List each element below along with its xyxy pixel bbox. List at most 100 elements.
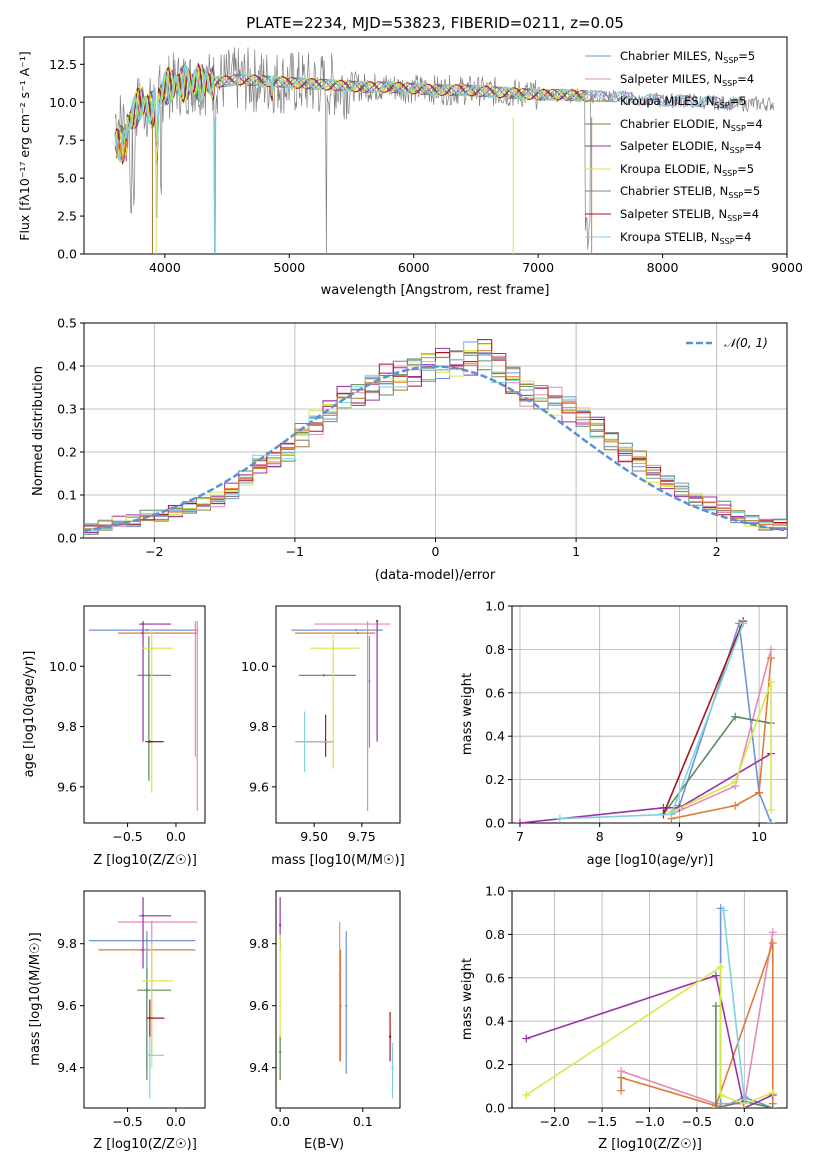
mass-vs-Z-plot-area [88,897,198,1099]
histogram-step-chabrier_stelib [84,351,787,538]
mass-vs-Z-point-kroupa_stelib [148,1054,152,1057]
residuals-xtick-label: 2 [713,544,721,559]
mass-vs-Z-ytick-label: 9.6 [57,998,77,1013]
weight-vs-age-series-salpeter_stelib [662,620,744,815]
spectrum-model-line-orange [115,139,129,161]
age-vs-mass-point-kroupa_elodie [332,646,335,650]
weight-vs-Z-xtick-label: −2.0 [539,1114,569,1129]
spectrum-ytick-label: 2.5 [57,209,77,224]
mass-vs-ebv-point-chabrier_elodie [278,1051,282,1054]
legend-label-salpeter-stelib: Salpeter STELIB, NSSP=4 [620,207,759,223]
legend-label-salpeter-miles: Salpeter MILES, NSSP=4 [620,72,754,88]
age-vs-mass-ytick-label: 9.8 [249,719,269,734]
age-vs-Z-point-kroupa_elodie [150,646,153,650]
mass-vs-ebv-xtick-label: 0.0 [270,1114,290,1129]
spectrum-xtick-label: 7000 [522,260,554,275]
weight-vs-age-ytick-label: 0.8 [485,642,505,657]
weight-vs-Z-ytick-label: 0.2 [485,1057,505,1072]
mass-z-xlabel: Z [log10(Z/Z☉)] [93,1137,197,1152]
weight-vs-Z-xtick-label: 0.0 [734,1114,754,1129]
spectrum-model-line-salpeter_stelib [114,62,588,166]
mass-vs-Z-point-chabrier_miles [145,939,149,942]
age-vs-Z-xtick-label: −0.5 [112,829,142,844]
mass-vs-ebv-point-chabrier_miles [345,1004,348,1007]
age-vs-Z-frame [83,605,206,824]
residuals-xlabel: (data-model)/error [375,568,496,583]
weight-vs-Z-ytick-label: 0.4 [485,1014,505,1029]
age-vs-mass-point-kroupa_stelib [303,740,306,743]
mass-vs-ebv-plot-area [278,897,394,1099]
mass-vs-Z-point-salpeter_elodie [141,914,145,917]
mass-vs-ebv-point-salpeter_elodie [278,923,282,927]
age-vs-Z-point-chabrier_miles [145,628,149,632]
weight-vs-age-ytick-label: 0.6 [485,685,505,700]
weight-vs-age-frame [511,605,788,824]
mass-vs-ebv-frame [275,890,401,1109]
spectrum-xtick-label: 6000 [398,260,430,275]
mass-vs-Z-point-salpeter_miles [150,920,153,924]
spectrum-xlabel: wavelength [Angstrom, rest frame] [321,283,550,298]
legend-label-kroupa-elodie: Kroupa ELODIE, NSSP=5 [620,162,754,178]
spectrum-ylabel: Flux [fλ10⁻¹⁷ erg cm⁻² s⁻¹ A⁻¹] [17,51,32,240]
age-vs-mass-point-chabrier_miles [368,680,371,683]
weight-vs-Z-series-salpeter_miles [620,932,774,1105]
weight-age-ylabel: mass weight [460,673,475,755]
residuals-plot-area [84,339,787,538]
mass-vs-ebv-point-kroupa_stelib [391,1066,394,1069]
weight-vs-age-xtick-label: 8 [596,829,604,844]
age-z-xlabel: Z [log10(Z/Z☉)] [93,853,197,868]
residuals-xtick-label: −1 [286,544,304,559]
histogram-step-orange [84,350,787,530]
age-vs-Z-point-salpeter_elodie [141,622,145,626]
plot-layer: 4000 5000 6000 7000 8000 90000.02.55.07.510.0… [49,36,803,1129]
mass-vs-Z-point-chabrier_elodie [145,989,149,992]
spectrum-xtick-label: 8000 [647,260,679,275]
weight-vs-Z-xtick-label: −1.5 [587,1114,617,1129]
age-vs-mass-xtick-label: 9.50 [300,829,328,844]
spectrum-ytick-label: 12.5 [49,57,77,72]
age-vs-mass-point-salpeter_miles [366,622,369,626]
age-vs-Z-plot-area [88,621,199,811]
weight-vs-Z-series-kroupa_stelib [722,910,746,1100]
spectrum-xtick-label: 4000 [149,260,181,275]
age-vs-mass-frame [275,605,401,824]
legend-label-chabrier-stelib: Chabrier STELIB, NSSP=5 [620,184,760,200]
figure-title: PLATE=2234, MJD=53823, FIBERID=0211, z=0… [246,14,624,32]
spectrum-model-line-kroupa_elodie [114,65,589,163]
legend-label-chabrier-elodie: Chabrier ELODIE, NSSP=4 [620,117,763,133]
mass-vs-ebv-point-kroupa_elodie [278,1004,282,1007]
weight-vs-age-series-kroupa_elodie [671,681,772,813]
weight-vs-age-xtick-label: 9 [675,829,683,844]
age-vs-Z-ytick-label: 9.6 [57,779,77,794]
weight-vs-age-ytick-label: 0.4 [485,729,505,744]
spectrum-data-line [114,47,775,254]
weight-age-xlabel: age [log10(age/yr)] [587,853,714,868]
weight-vs-age-ytick-label: 1.0 [485,599,505,614]
mass-ebv-xlabel: E(B-V) [304,1137,344,1152]
spectrum-model-line-kroupa_stelib [114,64,738,162]
mass-vs-Z-xtick-label: 0.0 [166,1114,186,1129]
spectrum-xtick-label: 9000 [771,260,803,275]
weight-vs-age-xtick-label: 7 [516,829,524,844]
age-vs-Z-point-salpeter_miles [196,628,199,632]
residuals-ytick-label: 0.5 [57,316,77,331]
mass-vs-ebv-point-salpeter_stelib [388,1035,392,1038]
age-vs-Z-ytick-label: 9.8 [57,719,77,734]
weight-vs-Z-ytick-label: 0.0 [485,1101,505,1116]
weight-z-ylabel: mass weight [460,958,475,1040]
age-vs-Z-ytick-label: 10.0 [49,659,77,674]
weight-vs-Z-series-chabrier_elodie [715,1006,773,1108]
age-vs-mass-point-orange [356,631,360,635]
age-mass-xlabel: mass [log10(M/M☉)] [271,853,404,868]
mass-vs-Z-xtick-label: −0.5 [112,1114,142,1129]
legend-entries: Chabrier MILES, NSSP=5 Salpeter MILES, N… [585,49,763,246]
mass-vs-Z-frame [83,890,206,1109]
age-vs-Z-point-salpeter_miles [194,628,197,632]
age-vs-mass-xtick-label: 9.75 [348,829,376,844]
age-vs-mass-point-salpeter_elodie [375,619,379,623]
residuals-ytick-label: 0.0 [57,531,77,546]
spectrum-frame [83,36,788,255]
legend-label-chabrier-miles: Chabrier MILES, NSSP=5 [620,49,755,65]
mass-vs-Z-point-kroupa_elodie [150,979,153,983]
